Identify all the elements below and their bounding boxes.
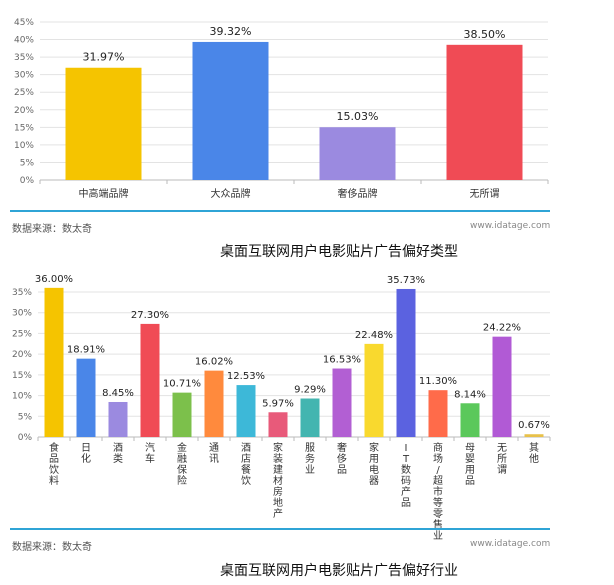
- bar-value-label: 10.71%: [163, 379, 201, 390]
- caption-2: 桌面互联网用户电影贴片广告偏好行业: [220, 563, 458, 579]
- bar: [44, 287, 64, 437]
- y-tick-label: 30%: [14, 71, 34, 81]
- bar: [76, 358, 96, 437]
- bar: [524, 434, 544, 437]
- bar: [428, 390, 448, 437]
- bar-value-label: 5.97%: [262, 398, 294, 409]
- y-tick-label: 35%: [14, 53, 34, 63]
- bar-value-label: 9.29%: [294, 385, 326, 396]
- y-tick-label: 30%: [12, 309, 32, 319]
- bar: [192, 41, 269, 180]
- x-category-label: 家装建材房地产: [273, 441, 283, 520]
- bar: [268, 412, 288, 437]
- bar: [108, 401, 128, 437]
- bar: [204, 370, 224, 437]
- y-tick-label: 5%: [18, 412, 33, 422]
- x-category-label: 大众品牌: [211, 187, 251, 200]
- bar: [300, 398, 320, 437]
- bar-value-label: 31.97%: [83, 51, 125, 64]
- y-tick-label: 20%: [12, 350, 32, 360]
- y-tick-label: 15%: [14, 123, 34, 133]
- bar: [65, 67, 142, 180]
- bar: [236, 385, 256, 437]
- bar-value-label: 15.03%: [337, 110, 379, 123]
- x-category-label: 中高端品牌: [79, 187, 129, 200]
- y-tick-label: 20%: [14, 106, 34, 116]
- x-category-label: 酒店餐饮: [241, 442, 251, 487]
- x-category-label: 汽车: [145, 441, 155, 465]
- bar-value-label: 8.45%: [102, 388, 134, 399]
- x-category-label: 商场/超市等零售业: [433, 441, 443, 542]
- x-category-label: 奢侈品: [337, 441, 347, 476]
- y-tick-label: 45%: [14, 18, 34, 28]
- site-label-1: www.idatage.com: [470, 221, 551, 231]
- x-category-label: 其他: [529, 442, 539, 465]
- y-tick-label: 15%: [12, 371, 32, 381]
- bar-value-label: 16.02%: [195, 357, 233, 368]
- bar-value-label: 27.30%: [131, 310, 169, 321]
- x-category-label: 食品饮料: [49, 441, 59, 487]
- divider-bottom: [10, 528, 550, 530]
- y-tick-label: 0%: [18, 433, 33, 443]
- bar: [364, 343, 384, 437]
- bar-value-label: 24.22%: [483, 323, 521, 334]
- y-tick-label: 10%: [12, 392, 32, 402]
- bar: [446, 44, 523, 181]
- x-category-label: 家用电器: [369, 441, 379, 487]
- bar: [319, 127, 396, 180]
- x-category-label: 无所谓: [470, 188, 500, 200]
- bar-value-label: 16.53%: [323, 355, 361, 366]
- bar-value-label: 22.48%: [355, 330, 393, 341]
- x-category-label: 金融保险: [177, 441, 187, 487]
- x-category-label: 通讯: [209, 442, 219, 465]
- bar-value-label: 12.53%: [227, 371, 265, 382]
- x-category-label: 日化: [81, 443, 91, 465]
- bar: [460, 403, 480, 437]
- bar-value-label: 39.32%: [210, 25, 252, 38]
- bar-value-label: 38.50%: [464, 28, 506, 41]
- x-category-label: 无所谓: [497, 443, 507, 476]
- bar: [492, 336, 512, 437]
- y-tick-label: 5%: [20, 158, 35, 168]
- bar-value-label: 36.00%: [35, 274, 73, 285]
- y-tick-label: 40%: [14, 36, 34, 46]
- x-category-label: 奢侈品牌: [338, 187, 378, 200]
- caption-1: 桌面互联网用户电影贴片广告偏好类型: [220, 244, 458, 260]
- bar-value-label: 35.73%: [387, 275, 425, 286]
- source-label-1: 数据来源：数太奇: [12, 224, 92, 235]
- y-tick-label: 25%: [12, 329, 32, 339]
- source-label-2: 数据来源：数太奇: [12, 542, 92, 553]
- bar: [332, 368, 352, 437]
- y-tick-label: 0%: [20, 176, 35, 186]
- x-category-label: 母婴用品: [465, 442, 475, 487]
- site-label-2: www.idatage.com: [470, 539, 551, 549]
- bar: [140, 323, 160, 437]
- bar-value-label: 8.14%: [454, 389, 486, 400]
- bar: [172, 392, 192, 437]
- y-tick-label: 25%: [14, 88, 34, 98]
- y-tick-label: 35%: [12, 288, 32, 298]
- y-tick-label: 10%: [14, 141, 34, 151]
- x-category-label: 服务业: [305, 442, 315, 476]
- divider-top: [10, 210, 550, 212]
- bar-value-label: 0.67%: [518, 420, 550, 431]
- x-category-label: 酒类: [113, 442, 123, 465]
- bar-value-label: 11.30%: [419, 376, 457, 387]
- bar-value-label: 18.91%: [67, 345, 105, 356]
- x-category-label: I T 数码产品: [401, 443, 411, 509]
- bar: [396, 288, 416, 437]
